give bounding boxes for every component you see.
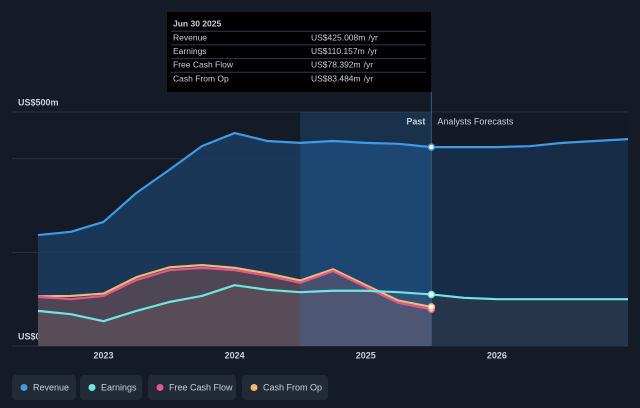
tooltip-name: Revenue: [173, 32, 207, 42]
legend-label[interactable]: Earnings: [101, 382, 137, 392]
past-label: Past: [406, 116, 425, 126]
legend-swatch[interactable]: [156, 384, 164, 391]
x-tick-label: 2026: [487, 350, 507, 360]
tooltip-box: [167, 12, 431, 92]
legend-item[interactable]: Earnings: [80, 375, 142, 400]
y-tick-label: US$0: [18, 331, 41, 341]
legend-label[interactable]: Cash From Op: [263, 382, 322, 392]
tooltip-unit: /yr: [364, 60, 374, 70]
tooltip-value: US$83.484m: [311, 73, 361, 83]
end-point: [427, 143, 436, 151]
legend-button[interactable]: [12, 375, 76, 400]
legend-item[interactable]: Revenue: [12, 375, 76, 400]
end-point: [427, 303, 436, 311]
legend-swatch[interactable]: [88, 384, 96, 391]
series-area: [38, 133, 628, 346]
tooltip-date: Jun 30 2025: [173, 18, 221, 28]
highlight-zone: [300, 112, 432, 346]
tooltip-name: Cash From Op: [173, 73, 229, 83]
series-area: [38, 285, 628, 346]
legend-swatch[interactable]: [20, 384, 28, 391]
end-point: [427, 290, 436, 299]
tooltip-value: US$425.008m: [311, 32, 365, 42]
x-tick-label: 2025: [356, 350, 376, 360]
series-area: [38, 265, 432, 346]
legend-label[interactable]: Free Cash Flow: [169, 382, 233, 392]
tooltip-name: Earnings: [173, 46, 207, 56]
forecast-zone: [431, 112, 628, 346]
tooltip: Jun 30 2025 Revenue US$425.008m/yr Earnings…: [167, 12, 431, 92]
legend-label[interactable]: Revenue: [33, 382, 69, 392]
legend-item[interactable]: Free Cash Flow: [148, 375, 236, 400]
tooltip-name: Free Cash Flow: [173, 60, 234, 70]
series-line: [37, 263, 432, 309]
x-tick-label: 2023: [94, 350, 114, 360]
tooltip-value: US$78.392m: [311, 60, 361, 70]
legend-button[interactable]: [242, 375, 328, 400]
legend-item[interactable]: Cash From Op: [242, 375, 328, 400]
series-area: [38, 267, 432, 346]
series-line: [37, 266, 432, 311]
legend-button[interactable]: [148, 375, 236, 400]
tooltip-unit: /yr: [368, 32, 378, 42]
forecast-label: Analysts Forecasts: [437, 116, 514, 126]
series-line: [37, 131, 629, 237]
legend-button[interactable]: [80, 375, 142, 400]
y-tick-label: US$500m: [18, 97, 59, 107]
legend-swatch[interactable]: [250, 384, 258, 391]
tooltip-value: US$110.157m: [311, 46, 365, 56]
tooltip-unit: /yr: [364, 73, 374, 83]
x-tick-label: 2024: [225, 350, 245, 360]
tooltip-unit: /yr: [368, 46, 378, 56]
series-line: [37, 284, 628, 323]
